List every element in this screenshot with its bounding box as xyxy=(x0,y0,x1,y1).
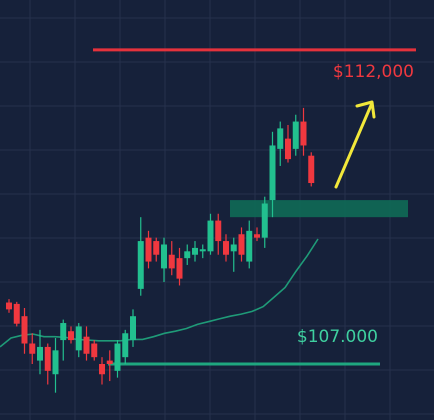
candle xyxy=(168,241,175,276)
candle-body xyxy=(91,343,98,358)
resistance-label: $112,000 xyxy=(333,62,414,82)
candle-body xyxy=(75,326,82,351)
candle xyxy=(207,213,214,255)
candle xyxy=(6,299,12,313)
candle xyxy=(137,217,144,296)
candle-body xyxy=(29,343,36,354)
candle-body xyxy=(37,346,43,361)
candle xyxy=(13,301,20,327)
candle-body xyxy=(176,258,183,279)
candle xyxy=(277,121,284,166)
arrow-head xyxy=(355,100,376,119)
candle-body xyxy=(161,244,167,269)
candle-body xyxy=(254,234,260,238)
candle xyxy=(176,247,183,286)
candle-body xyxy=(277,128,284,149)
candle-body xyxy=(207,220,214,252)
candle xyxy=(161,237,167,283)
moving-average-line xyxy=(0,238,319,348)
candle-body xyxy=(122,333,129,358)
candle xyxy=(60,319,67,361)
candle-body xyxy=(137,241,144,289)
candle xyxy=(215,213,222,255)
candle-body xyxy=(269,145,276,201)
candle-body xyxy=(223,241,229,255)
candle xyxy=(300,107,307,156)
candle xyxy=(75,323,82,358)
candle-body xyxy=(83,336,90,354)
candle xyxy=(269,131,276,218)
candle xyxy=(44,343,51,385)
candle-body xyxy=(184,251,191,259)
candle xyxy=(199,244,206,259)
arrow-shaft xyxy=(334,101,374,189)
support-zone xyxy=(230,200,408,218)
candle-body xyxy=(300,121,307,146)
candle xyxy=(21,308,28,354)
candle xyxy=(184,244,191,265)
candle xyxy=(308,152,315,187)
candle xyxy=(254,227,260,242)
candle xyxy=(99,357,105,385)
candle xyxy=(106,350,113,382)
candle xyxy=(29,333,36,364)
candle xyxy=(114,340,121,378)
candle-body xyxy=(60,323,67,341)
candle-body xyxy=(114,343,121,371)
candle-body xyxy=(308,155,315,184)
candle-body xyxy=(285,138,291,160)
candle-body xyxy=(192,247,198,255)
candle xyxy=(153,237,160,262)
candle xyxy=(145,230,152,269)
candle xyxy=(192,241,198,262)
candle-body xyxy=(238,234,245,255)
candle-body xyxy=(145,237,152,262)
support-label: $107.000 xyxy=(297,327,378,347)
candle xyxy=(68,326,74,344)
candle-body xyxy=(99,364,105,375)
candle-body xyxy=(199,249,206,252)
candle xyxy=(238,227,245,262)
candle xyxy=(37,329,43,375)
candle-body xyxy=(130,316,136,341)
candle xyxy=(292,114,299,156)
candle xyxy=(246,220,253,269)
candle-body xyxy=(106,360,113,364)
candle-body xyxy=(230,244,237,252)
candle-body xyxy=(6,302,12,310)
candle-body xyxy=(52,350,59,375)
price-levels xyxy=(93,48,416,366)
candle xyxy=(285,124,291,163)
candle xyxy=(91,340,98,361)
moving-average xyxy=(0,238,319,348)
candle xyxy=(83,326,90,361)
candle xyxy=(230,237,237,272)
candle xyxy=(223,234,229,262)
candle-body xyxy=(21,316,28,344)
candle-body xyxy=(292,121,299,149)
trend-arrow xyxy=(334,100,376,189)
candles xyxy=(6,107,315,393)
candle xyxy=(122,329,129,364)
candle-body xyxy=(246,230,253,262)
candle xyxy=(130,309,136,347)
candle xyxy=(52,338,59,393)
candle xyxy=(261,196,268,248)
candle-body xyxy=(44,346,51,371)
candle-body xyxy=(261,203,268,238)
support-zones xyxy=(230,200,408,218)
candle-body xyxy=(13,303,20,324)
candle-body xyxy=(168,254,175,269)
candle-body xyxy=(153,241,160,255)
candle-body xyxy=(215,220,222,242)
candle-body xyxy=(68,331,74,341)
